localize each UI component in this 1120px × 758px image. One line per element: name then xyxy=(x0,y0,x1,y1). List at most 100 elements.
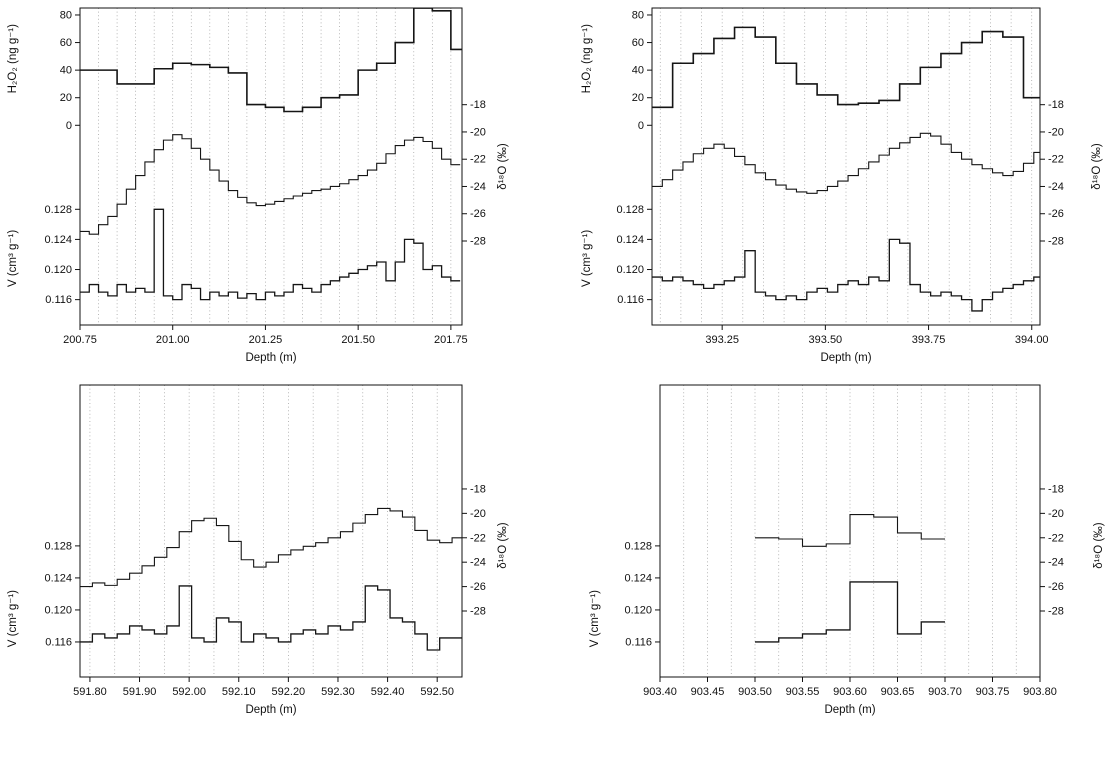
y-tick-label-v: 0.120 xyxy=(44,604,72,616)
chart-svg-a: 200.75 201.00 201.25 201.50 201.75 Depth (m) 8… xyxy=(7,7,509,364)
x-tick-label: 903.80 xyxy=(1023,686,1057,698)
series-d18o xyxy=(755,514,945,547)
y-tick-label-d18o: -24 xyxy=(470,557,486,569)
x-tick-label: 903.60 xyxy=(833,686,867,698)
axis-title-d18o: δ¹⁸O (‰) xyxy=(1093,522,1105,569)
y-tick-label-d18o: -28 xyxy=(470,235,486,247)
y-tick-label-h2o2: 0 xyxy=(66,120,72,132)
chart-panel-top-right: 393.25 393.50 393.75 394.00 Depth (m) 80 60 40 2… xyxy=(560,0,1120,375)
y-tick-label-d18o: -22 xyxy=(470,154,486,166)
y-tick-label-d18o: -20 xyxy=(470,126,486,138)
axis-title-v: V (cm³ g⁻¹) xyxy=(589,590,601,647)
axis-title-d18o: δ¹⁸O (‰) xyxy=(497,143,509,190)
chart-svg-b: 393.25 393.50 393.75 394.00 Depth (m) 80 60 40 2… xyxy=(581,7,1103,364)
y-tick-label-v: 0.120 xyxy=(44,264,72,276)
axis-title-h2o2: H₂O₂ (ng g⁻¹) xyxy=(7,24,19,93)
x-tick-label: 201.75 xyxy=(434,334,468,346)
x-tick-label: 903.40 xyxy=(643,686,677,698)
chart-panel-bottom-right: 903.40 903.45 903.50 903.55 903.60 903.65 903.… xyxy=(560,375,1120,753)
y-tick-label-h2o2: 40 xyxy=(60,65,72,77)
x-axis-title: Depth (m) xyxy=(245,704,296,716)
series-h2o2 xyxy=(652,26,1040,109)
y-tick-label-d18o: -18 xyxy=(1048,483,1064,495)
y-tick-label-h2o2: 60 xyxy=(60,37,72,49)
x-tick-label: 903.55 xyxy=(786,686,820,698)
x-tick-label: 592.30 xyxy=(321,686,355,698)
x-tick-label: 394.00 xyxy=(1015,334,1049,346)
y-tick-label-d18o: -28 xyxy=(470,606,486,618)
axis-title-v: V (cm³ g⁻¹) xyxy=(7,230,19,287)
x-tick-label: 201.00 xyxy=(156,334,190,346)
x-tick-label: 592.00 xyxy=(172,686,206,698)
y-tick-label-d18o: -24 xyxy=(470,181,486,193)
x-tick-label: 903.65 xyxy=(881,686,915,698)
y-tick-label-v: 0.124 xyxy=(624,572,652,584)
y-tick-label-h2o2: 80 xyxy=(632,9,644,21)
y-tick-label-d18o: -18 xyxy=(470,483,486,495)
x-tick-label: 903.70 xyxy=(928,686,962,698)
x-tick-label: 200.75 xyxy=(63,334,97,346)
y-tick-label-d18o: -18 xyxy=(1048,99,1064,111)
x-tick-label: 393.75 xyxy=(912,334,946,346)
x-tick-label: 592.20 xyxy=(272,686,306,698)
axis-title-d18o: δ¹⁸O (‰) xyxy=(1091,143,1103,190)
y-tick-label-h2o2: 20 xyxy=(632,92,644,104)
series-v xyxy=(755,581,945,643)
y-tick-label-v: 0.116 xyxy=(45,636,72,648)
x-tick-label: 591.90 xyxy=(123,686,157,698)
x-tick-label: 903.45 xyxy=(691,686,725,698)
y-tick-label-v: 0.116 xyxy=(45,294,72,306)
y-tick-label-v: 0.128 xyxy=(616,204,644,216)
x-tick-label: 591.80 xyxy=(73,686,107,698)
y-tick-label-h2o2: 60 xyxy=(632,37,644,49)
axis-title-h2o2: H₂O₂ (ng g⁻¹) xyxy=(581,24,593,93)
y-tick-label-h2o2: 80 xyxy=(60,9,72,21)
x-tick-label: 201.25 xyxy=(249,334,283,346)
y-tick-label-d18o: -22 xyxy=(470,532,486,544)
y-tick-label-d18o: -20 xyxy=(1048,126,1064,138)
chart-panel-top-left: 200.75 201.00 201.25 201.50 201.75 Depth (m) 8… xyxy=(0,0,560,375)
x-tick-label: 903.75 xyxy=(976,686,1010,698)
y-tick-label-d18o: -20 xyxy=(1048,508,1064,520)
y-tick-label-v: 0.128 xyxy=(44,540,72,552)
x-tick-label: 592.50 xyxy=(420,686,454,698)
y-tick-label-d18o: -22 xyxy=(1048,154,1064,166)
y-tick-label-d18o: -24 xyxy=(1048,181,1064,193)
x-tick-label: 201.50 xyxy=(341,334,375,346)
y-tick-label-d18o: -26 xyxy=(470,208,486,220)
x-tick-label: 592.10 xyxy=(222,686,256,698)
series-h2o2 xyxy=(80,8,462,113)
y-tick-label-v: 0.128 xyxy=(44,204,72,216)
y-tick-label-d18o: -24 xyxy=(1048,557,1064,569)
y-tick-label-v: 0.124 xyxy=(44,572,72,584)
y-tick-label-v: 0.116 xyxy=(625,636,652,648)
x-axis-title: Depth (m) xyxy=(820,352,871,364)
series-d18o xyxy=(80,134,461,235)
y-tick-label-d18o: -28 xyxy=(1048,235,1064,247)
chart-svg-d: 903.40 903.45 903.50 903.55 903.60 903.65 903.… xyxy=(589,384,1105,716)
axis-title-v: V (cm³ g⁻¹) xyxy=(7,590,19,647)
series-d18o xyxy=(80,507,462,588)
y-tick-label-v: 0.124 xyxy=(616,234,644,246)
series-v xyxy=(80,585,462,651)
axis-title-d18o: δ¹⁸O (‰) xyxy=(497,522,509,569)
y-tick-label-v: 0.120 xyxy=(624,604,652,616)
y-tick-label-h2o2: 20 xyxy=(60,92,72,104)
x-tick-label: 592.40 xyxy=(371,686,405,698)
y-tick-label-d18o: -26 xyxy=(1048,208,1064,220)
y-tick-label-v: 0.120 xyxy=(616,264,644,276)
y-tick-label-v: 0.116 xyxy=(617,294,644,306)
series-d18o xyxy=(652,132,1040,194)
y-tick-label-d18o: -26 xyxy=(470,581,486,593)
x-axis-title: Depth (m) xyxy=(824,704,875,716)
y-tick-label-d18o: -28 xyxy=(1048,606,1064,618)
y-tick-label-d18o: -26 xyxy=(1048,581,1064,593)
y-tick-label-v: 0.128 xyxy=(624,540,652,552)
x-axis-title: Depth (m) xyxy=(245,352,296,364)
axis-title-v: V (cm³ g⁻¹) xyxy=(581,230,593,287)
x-tick-label: 393.25 xyxy=(705,334,739,346)
y-tick-label-d18o: -22 xyxy=(1048,532,1064,544)
chart-svg-c: 591.80 591.90 592.00 592.10 592.20 592.30 592.… xyxy=(7,384,509,716)
series-v xyxy=(80,208,461,301)
series-v xyxy=(652,238,1040,312)
